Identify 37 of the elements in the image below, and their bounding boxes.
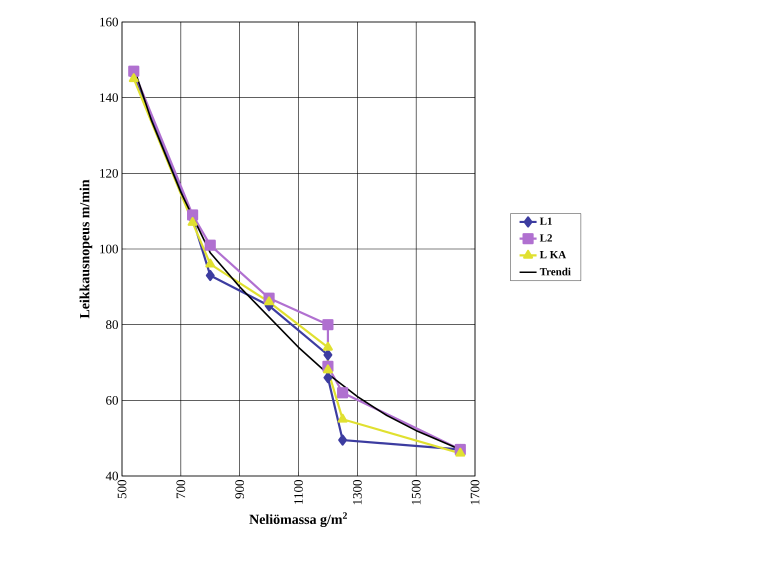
y-tick-label: 160: [100, 18, 118, 26]
point: [128, 66, 140, 77]
y-tick-label: 60: [106, 396, 118, 405]
y-tick-label: 40: [106, 472, 118, 480]
x-tick-label: 500: [118, 480, 126, 498]
point: [323, 372, 332, 384]
x-tick-label: 1300: [352, 480, 362, 504]
point: [188, 216, 198, 226]
legend-label: Trendi: [540, 268, 571, 276]
point: [205, 258, 216, 268]
point: [337, 387, 348, 398]
y-tick-label: 120: [100, 168, 118, 178]
point: [204, 240, 216, 251]
point: [128, 73, 139, 82]
legend-label: L KA: [540, 250, 566, 258]
y-tick-label: 80: [106, 320, 118, 330]
x-tick-label: 1700: [470, 480, 480, 504]
x-tick-label: 1500: [412, 480, 421, 504]
x-tick-label: 900: [235, 480, 244, 499]
legend-label: L1: [540, 218, 552, 225]
point: [187, 209, 198, 221]
x-tick-label: 700: [176, 480, 186, 498]
legend-label: L2: [540, 234, 552, 242]
point: [206, 270, 215, 282]
y-axis-title: Leikkausnopeus m/min: [80, 180, 92, 318]
point: [322, 319, 334, 330]
point: [322, 364, 333, 374]
point: [338, 414, 348, 423]
point: [323, 349, 332, 361]
y-tick-label: 140: [100, 93, 118, 102]
point: [455, 448, 466, 457]
point: [322, 342, 333, 351]
x-axis-title: Neliömassa g/m$^{2}$: [249, 512, 347, 528]
y-tick-label: 100: [100, 244, 118, 254]
point: [264, 296, 274, 306]
point: [338, 434, 348, 446]
x-tick-label: 1100: [294, 480, 303, 504]
